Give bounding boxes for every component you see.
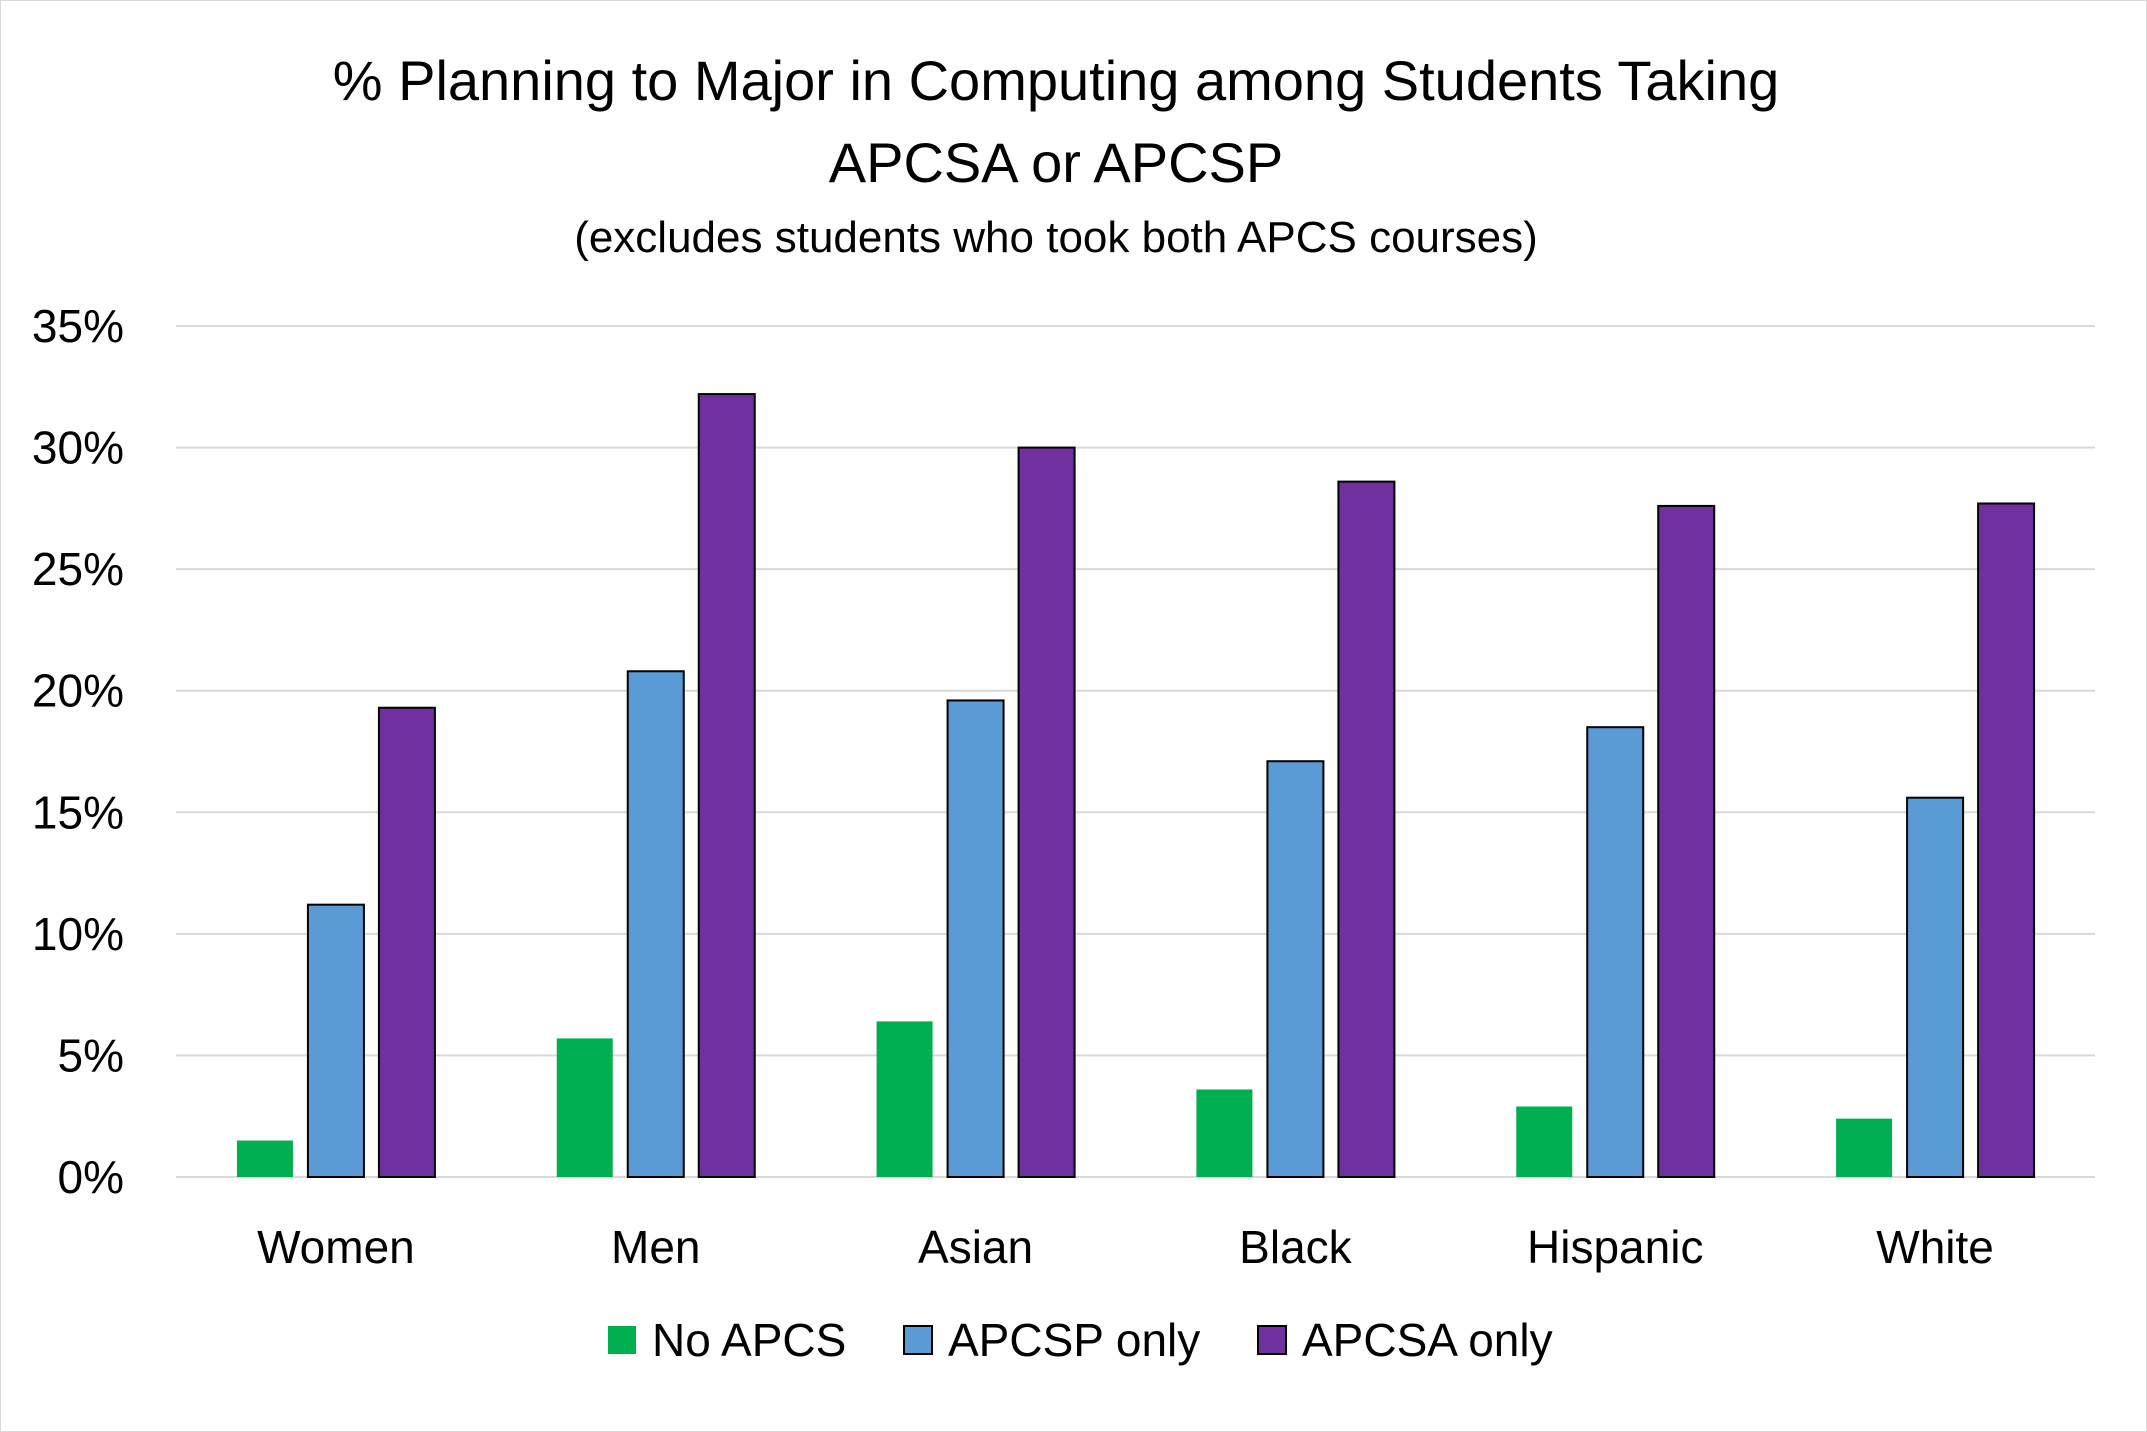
legend: No APCS APCSP only APCSA only	[608, 1314, 1553, 1366]
y-axis-ticks: 0% 5% 10% 15% 20% 25% 30% 35%	[32, 300, 124, 1203]
bar-apcsp-only-asian	[946, 699, 1005, 1178]
x-tick-label: Black	[1239, 1221, 1352, 1273]
legend-label: No APCS	[652, 1314, 846, 1366]
bar-apcsa-only-black	[1337, 480, 1396, 1178]
gridlines	[176, 325, 2095, 1178]
y-tick-label: 20%	[32, 665, 124, 717]
bar-apcsa-only-white	[1977, 502, 2036, 1179]
bar-no-apcs-white	[1836, 1118, 1893, 1177]
bar-apcsp-only-black	[1266, 760, 1325, 1178]
bar-apcsp-only-men	[626, 670, 685, 1179]
bar-no-apcs-hispanic	[1516, 1106, 1573, 1177]
y-tick-label: 15%	[32, 786, 124, 838]
bar-no-apcs-women	[236, 1140, 293, 1177]
legend-swatch	[903, 1325, 933, 1355]
bar-apcsp-only-women	[306, 903, 365, 1178]
bar-apcsa-only-asian	[1017, 446, 1076, 1179]
chart-subtitle: (excludes students who took both APCS co…	[574, 213, 1538, 262]
x-tick-label: Asian	[918, 1221, 1033, 1273]
y-tick-label: 30%	[32, 422, 124, 474]
bar-no-apcs-men	[556, 1038, 613, 1177]
bar-apcsa-only-women	[377, 706, 436, 1179]
bar-apcsp-only-white	[1906, 796, 1965, 1178]
legend-label: APCSP only	[948, 1314, 1200, 1366]
y-tick-label: 5%	[58, 1029, 124, 1081]
legend-swatch	[1257, 1325, 1287, 1355]
bar-no-apcs-asian	[876, 1021, 933, 1177]
x-axis-ticks: Women Men Asian Black Hispanic White	[257, 1221, 1994, 1273]
chart-title-line2: APCSA or APCSP	[829, 131, 1283, 194]
y-tick-label: 35%	[32, 300, 124, 352]
legend-swatch	[608, 1326, 636, 1354]
bar-apcsp-only-hispanic	[1586, 726, 1645, 1179]
x-tick-label: White	[1876, 1221, 1994, 1273]
x-tick-label: Men	[611, 1221, 700, 1273]
x-tick-label: Women	[257, 1221, 415, 1273]
y-tick-label: 0%	[58, 1151, 124, 1203]
chart-title: % Planning to Major in Computing among S…	[333, 49, 1779, 112]
bar-no-apcs-black	[1196, 1089, 1253, 1177]
bars	[236, 393, 2036, 1179]
legend-label: APCSA only	[1302, 1314, 1553, 1366]
y-tick-label: 25%	[32, 543, 124, 595]
bar-apcsa-only-hispanic	[1657, 504, 1716, 1178]
y-tick-label: 10%	[32, 908, 124, 960]
bar-apcsa-only-men	[697, 393, 756, 1178]
x-tick-label: Hispanic	[1527, 1221, 1703, 1273]
